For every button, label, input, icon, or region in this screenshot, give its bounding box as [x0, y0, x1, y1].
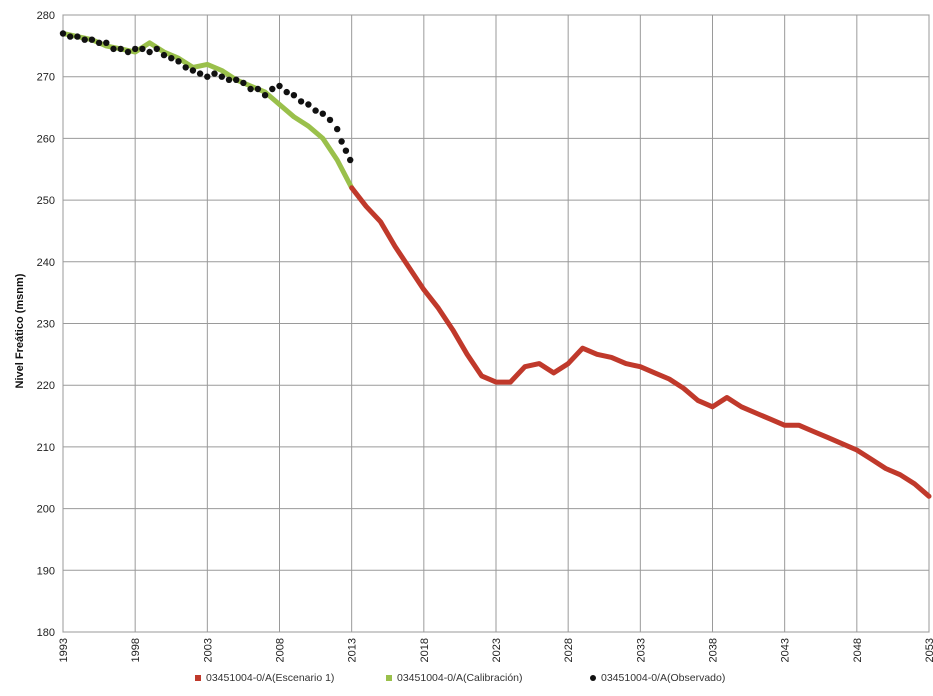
data-point: [110, 45, 117, 53]
data-point: [81, 36, 88, 43]
data-point: [240, 79, 247, 87]
x-tick-label: 2023: [491, 638, 503, 662]
y-tick-label: 220: [37, 380, 55, 392]
data-point: [124, 48, 132, 56]
data-point: [74, 33, 81, 40]
data-point: [347, 156, 354, 164]
grid: [62, 14, 930, 633]
legend-label: 03451004-0/A(Escenario 1): [206, 672, 334, 684]
x-tick-label: 2043: [780, 638, 792, 662]
legend-label: 03451004-0/A(Observado): [601, 672, 725, 684]
y-axis-label: Nivel Freático (msnm): [14, 273, 26, 388]
data-point: [153, 45, 160, 53]
data-point: [334, 125, 341, 133]
y-tick-label: 180: [37, 627, 55, 639]
y-tick-label: 200: [37, 504, 55, 516]
data-point: [342, 147, 350, 154]
y-tick-label: 240: [37, 257, 55, 269]
data-point: [305, 101, 312, 108]
data-point: [297, 98, 305, 105]
data-point: [338, 138, 345, 145]
x-tick-label: 2013: [347, 638, 359, 662]
x-tick-label: 1998: [130, 638, 142, 662]
legend-label: 03451004-0/A(Calibración): [397, 672, 523, 684]
data-point: [247, 85, 254, 93]
series-2: [59, 30, 354, 164]
data-point: [175, 58, 182, 65]
data-point: [233, 76, 240, 84]
data-point: [290, 92, 298, 99]
legend-marker: [195, 675, 201, 681]
data-point: [261, 92, 269, 99]
data-point: [182, 64, 189, 71]
y-tick-label: 230: [37, 319, 55, 331]
data-point: [168, 55, 175, 62]
data-point: [269, 85, 276, 93]
data-point: [59, 30, 67, 37]
data-point: [319, 110, 326, 117]
data-point: [254, 85, 262, 93]
data-point: [312, 107, 319, 114]
y-tick-label: 210: [37, 442, 55, 454]
legend-marker: [590, 675, 596, 681]
data-point: [189, 67, 197, 74]
data-point: [225, 76, 233, 84]
y-tick-label: 260: [37, 133, 55, 145]
x-axis-ticks: 1993 1998 2003 2008 2013 2018 2023 2028 2033 2038…: [58, 638, 933, 662]
data-point: [88, 36, 96, 43]
data-point: [160, 51, 168, 59]
y-axis-ticks: 180 190 200 210 220 230 240 250 260 270 280: [37, 10, 55, 639]
x-tick-label: 2008: [275, 638, 287, 662]
data-point: [196, 70, 204, 77]
y-tick-label: 270: [37, 72, 55, 84]
data-point: [283, 88, 290, 96]
data-point: [132, 45, 139, 53]
data-point: [103, 39, 110, 46]
data-point: [67, 33, 74, 40]
x-tick-label: 2028: [563, 638, 575, 662]
data-point: [139, 45, 146, 53]
data-point: [218, 73, 225, 80]
x-tick-label: 2038: [708, 638, 720, 662]
data-point: [211, 70, 218, 77]
x-tick-label: 2003: [202, 638, 214, 662]
data-point: [117, 45, 124, 53]
data-point: [204, 73, 211, 80]
data-point: [326, 116, 334, 124]
legend-marker: [386, 675, 392, 681]
x-tick-label: 2053: [924, 638, 933, 662]
x-tick-label: 2018: [419, 638, 431, 662]
x-tick-label: 1993: [58, 638, 70, 662]
y-tick-label: 280: [37, 10, 55, 22]
x-tick-label: 2048: [852, 638, 864, 662]
data-point: [95, 39, 103, 46]
series-line: [349, 185, 932, 499]
legend: 03451004-0/A(Escenario 1) 03451004-0/A(Ca…: [195, 672, 725, 684]
series-0: [349, 185, 932, 499]
y-tick-label: 250: [37, 195, 55, 207]
series-layer: [59, 30, 932, 499]
data-point: [276, 82, 283, 90]
x-tick-label: 2033: [635, 638, 647, 662]
data-point: [146, 48, 153, 56]
y-tick-label: 190: [37, 565, 55, 577]
